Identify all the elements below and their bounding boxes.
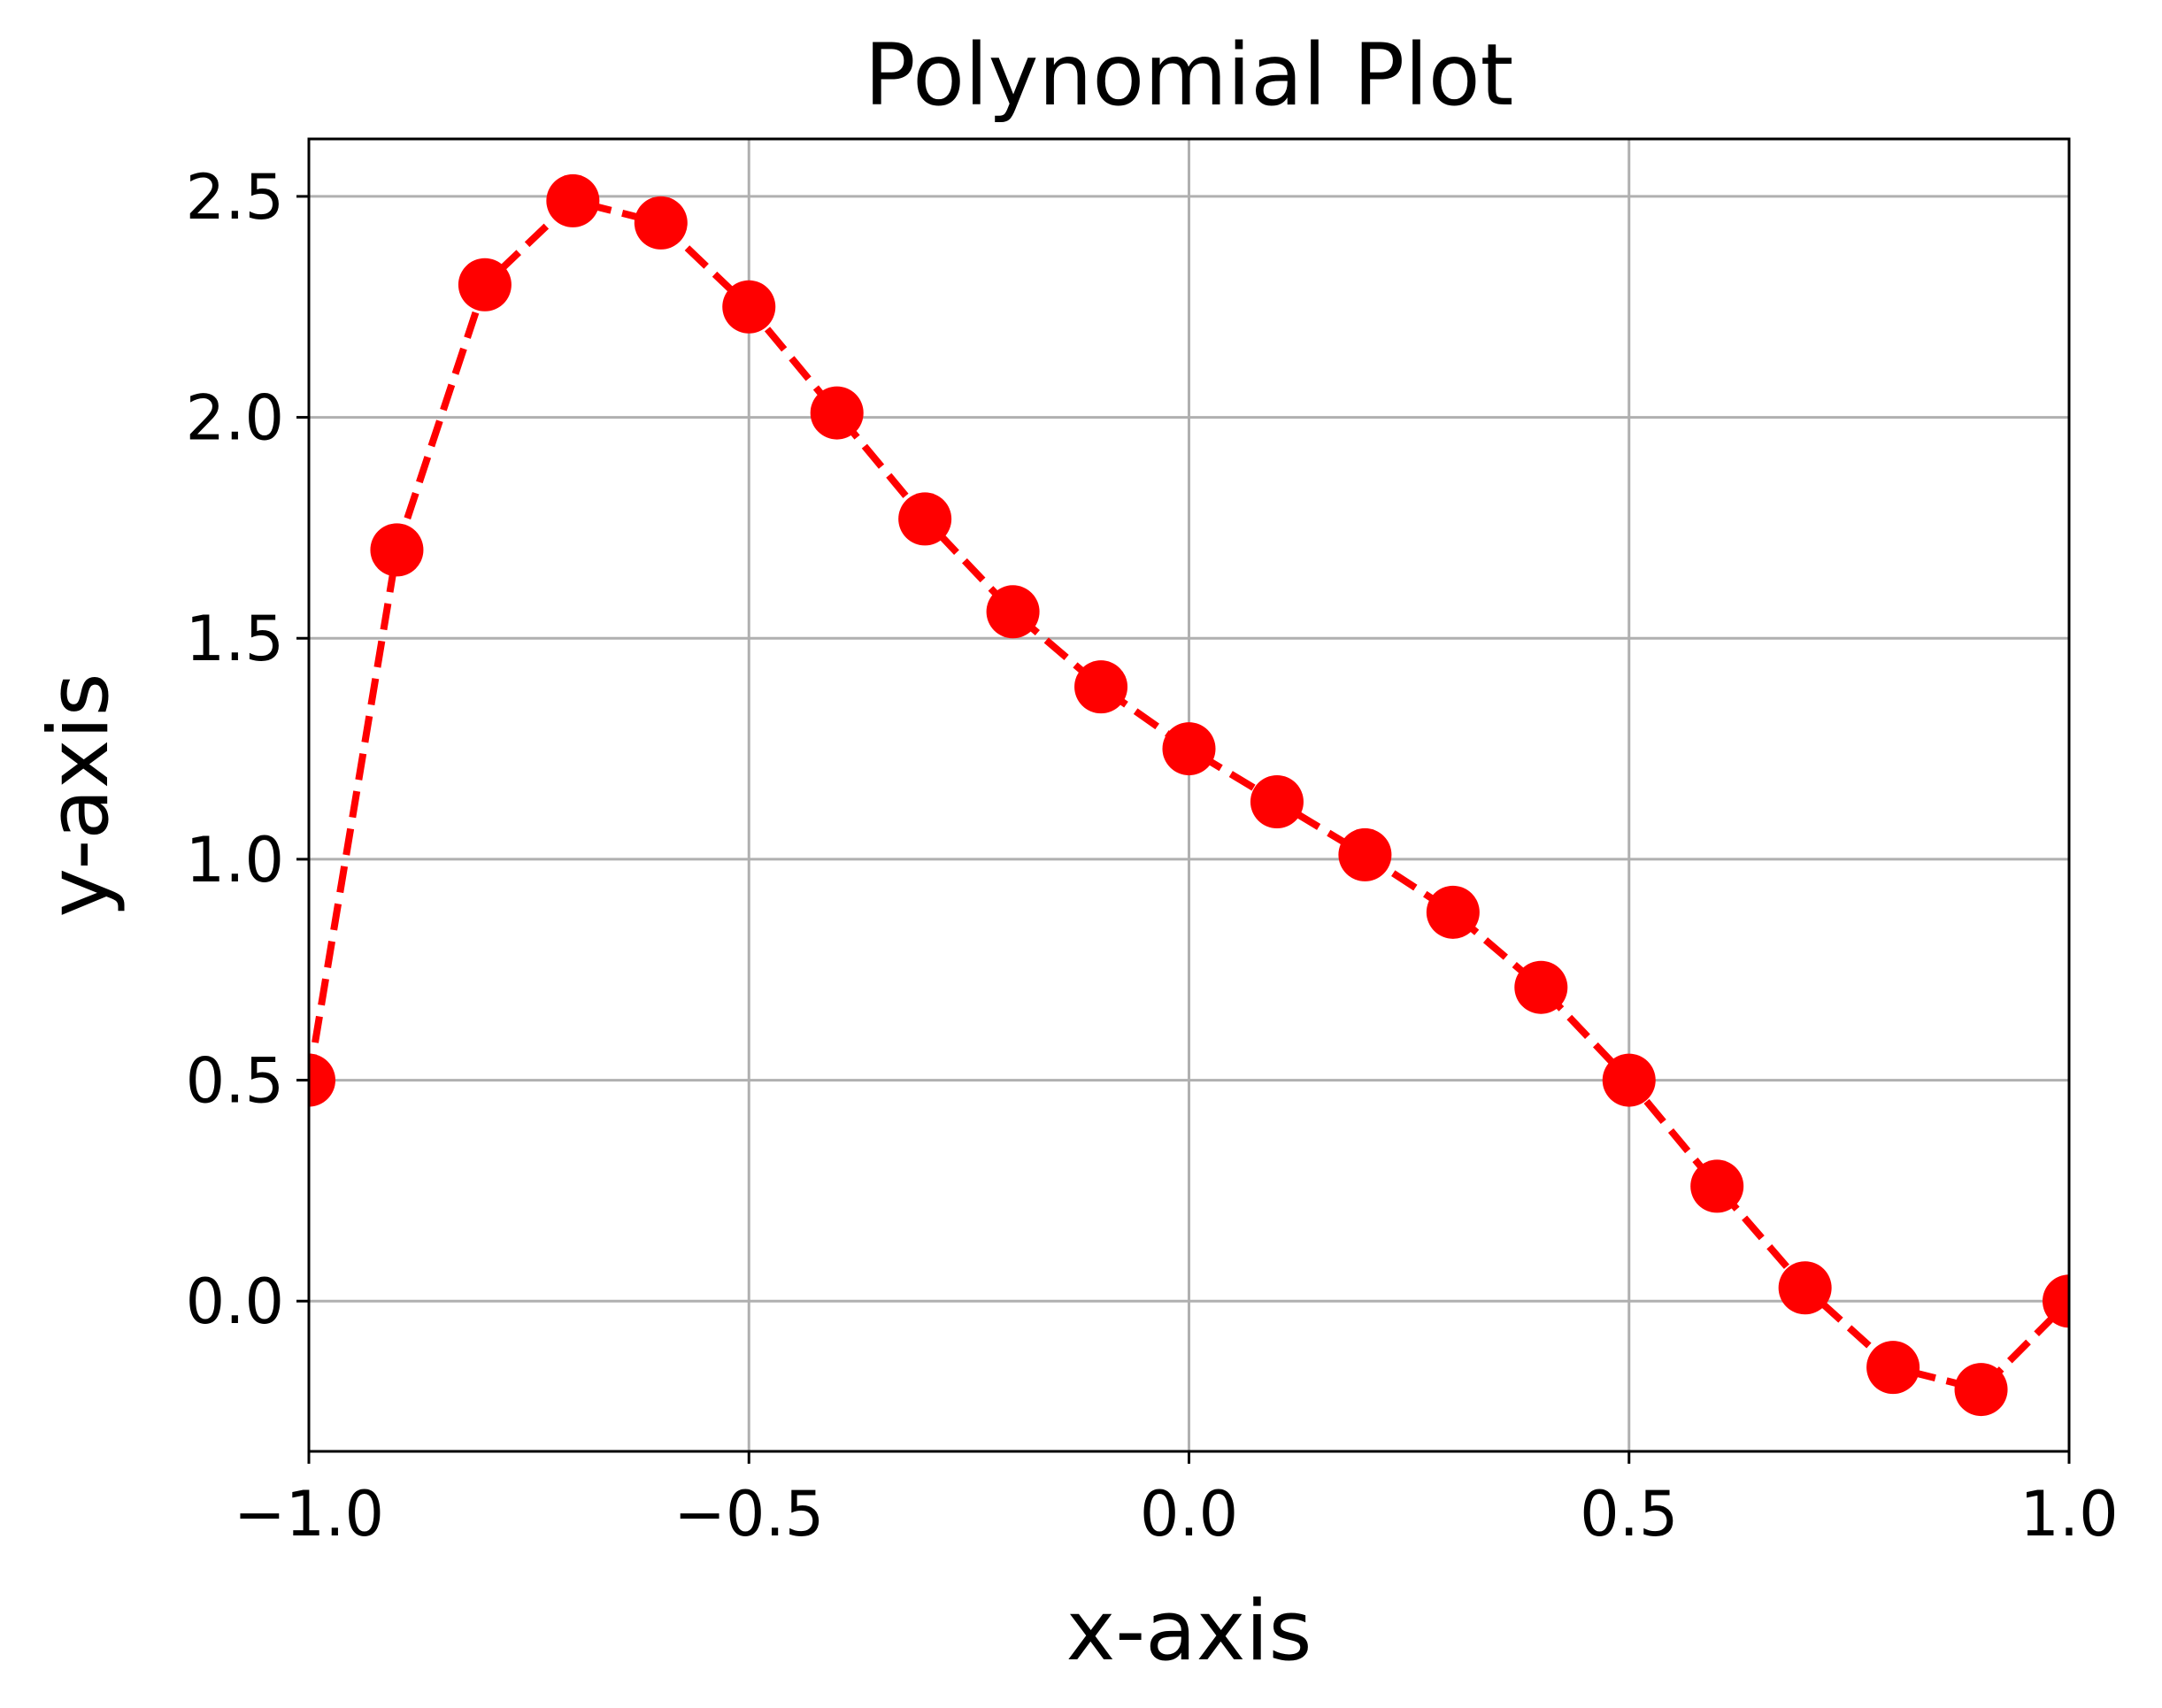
data-point [810, 386, 864, 440]
y-tick-label: 2.0 [186, 382, 284, 455]
data-point [1074, 660, 1128, 714]
chart-title: Polynomial Plot [865, 26, 1513, 125]
data-point [1514, 960, 1568, 1014]
data-point [986, 585, 1040, 639]
data-point [546, 173, 600, 227]
data-point [722, 280, 776, 334]
ticks: −1.0 −0.5 0.0 0.5 1.0 0.0 0.5 1.0 1.5 2.0 2.5 [186, 161, 2119, 1550]
series-group [309, 173, 2069, 1417]
data-point [370, 523, 424, 577]
data-point [1338, 827, 1392, 881]
x-tick-label: −1.0 [234, 1478, 384, 1550]
data-point [309, 1053, 335, 1107]
data-point [458, 258, 512, 312]
data-point [1426, 885, 1480, 939]
data-point [1250, 774, 1304, 828]
data-point [634, 196, 688, 250]
grid [307, 139, 2071, 1451]
data-point [1778, 1261, 1832, 1315]
x-tick-label: 0.5 [1580, 1478, 1678, 1550]
series-layer [309, 173, 2069, 1417]
data-point [2043, 1274, 2069, 1328]
series-line [309, 196, 2069, 1394]
x-tick-label: 1.0 [2020, 1478, 2118, 1550]
data-point [1866, 1341, 1920, 1395]
x-axis-label: x-axis [1066, 1583, 1312, 1680]
y-tick-label: 1.0 [186, 824, 284, 896]
y-tick-label: 2.5 [186, 161, 284, 234]
data-point [898, 492, 952, 546]
y-axis-label: y-axis [31, 673, 127, 917]
y-tick-label: 0.5 [186, 1045, 284, 1118]
data-point [1690, 1159, 1744, 1213]
y-tick-label: 1.5 [186, 603, 284, 675]
x-tick-label: 0.0 [1140, 1478, 1238, 1550]
data-point [1954, 1363, 2008, 1417]
data-point [1162, 722, 1216, 776]
data-point [1602, 1053, 1656, 1107]
y-tick-label: 0.0 [186, 1266, 284, 1338]
x-tick-label: −0.5 [673, 1478, 824, 1550]
